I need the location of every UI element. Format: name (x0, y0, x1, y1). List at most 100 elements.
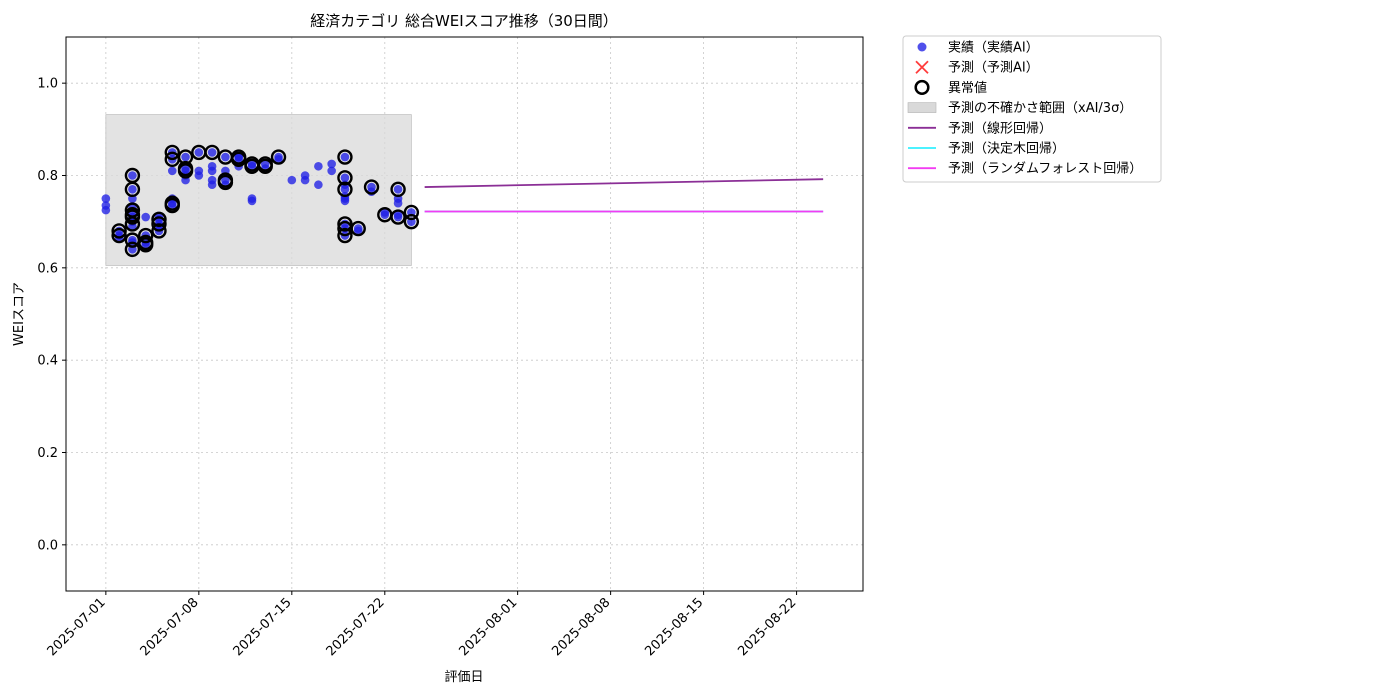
legend-label: 予測の不確かさ範囲（xAI/3σ） (948, 100, 1132, 116)
x-axis-title: 評価日 (444, 670, 483, 685)
x-tick-label: 2025-08-22 (735, 595, 799, 659)
anomaly-marker (151, 223, 167, 239)
legend-label: 予測（ランダムフォレスト回帰） (948, 161, 1142, 177)
anomaly-marker (124, 181, 141, 198)
legend-box (902, 35, 1162, 183)
actual-point (327, 166, 336, 176)
actual-point (101, 194, 111, 203)
actual-point (274, 155, 283, 164)
actual-point (207, 161, 217, 171)
actual-point (393, 198, 403, 208)
legend-x-marker (915, 60, 929, 74)
legend-anomaly-marker (914, 79, 930, 95)
legend-label: 異常値 (948, 80, 987, 96)
x-tick-label: 2025-08-15 (642, 595, 706, 659)
anomaly-marker (124, 241, 141, 258)
legend-band-swatch (907, 102, 937, 113)
actual-point (207, 148, 217, 157)
anomaly-marker (337, 227, 353, 244)
actual-point (327, 159, 336, 169)
anomaly-marker (217, 174, 234, 191)
linear-regression-line (424, 178, 824, 188)
anomaly-marker (111, 223, 127, 239)
anomaly-marker (390, 181, 406, 198)
actual-point (314, 180, 323, 190)
actual-point (247, 159, 257, 169)
actual-point (221, 152, 230, 162)
actual-point (128, 171, 137, 180)
anomaly-marker (337, 181, 353, 198)
actual-point (314, 161, 323, 171)
actual-point (167, 166, 177, 176)
anomaly-marker (337, 149, 353, 165)
anomaly-marker (204, 144, 220, 161)
actual-point (340, 185, 350, 194)
chart-title: 経済カテゴリ 総合WEIスコア推移（30日間） (310, 12, 618, 30)
uncertainty-band (105, 114, 412, 266)
actual-point (380, 208, 390, 217)
plot-frame (65, 36, 864, 592)
anomaly-marker (124, 216, 141, 232)
anomaly-marker (151, 211, 167, 228)
legend-actual-marker (917, 42, 927, 52)
anomaly-marker (124, 209, 141, 225)
legend-label: 実績（実績AI） (948, 40, 1039, 56)
y-tick-label: 0.2 (37, 446, 58, 461)
y-tick-label: 0.8 (37, 169, 58, 184)
anomaly-marker (350, 220, 366, 237)
legend-label: 予測（線形回帰） (948, 120, 1052, 136)
y-axis-title: WEIスコア (12, 282, 27, 346)
anomaly-marker (151, 216, 167, 232)
actual-point (141, 212, 150, 222)
x-tick-label: 2025-08-08 (549, 595, 613, 659)
actual-point (234, 152, 243, 162)
y-tick-label: 1.0 (37, 77, 58, 92)
anomaly-marker (230, 149, 247, 165)
actual-point (247, 196, 257, 206)
actual-point (300, 171, 310, 180)
actual-point (194, 171, 204, 180)
anomaly-marker (363, 179, 380, 195)
x-tick-label: 2025-07-15 (231, 595, 295, 659)
anomaly-marker (390, 209, 406, 225)
anomaly-marker (164, 197, 180, 214)
actual-point (181, 164, 190, 173)
actual-point (353, 226, 363, 236)
actual-point (181, 152, 190, 162)
x-tick-label: 2025-08-01 (456, 595, 520, 659)
actual-point (287, 175, 297, 185)
actual-point (393, 185, 403, 194)
anomaly-marker (403, 204, 420, 221)
legend-x-stroke (915, 60, 929, 74)
actual-point (393, 212, 403, 222)
y-tick-label: 0.6 (37, 261, 58, 276)
actual-point (207, 180, 217, 190)
anomaly-marker (164, 144, 180, 161)
anomaly-marker (177, 160, 194, 177)
actual-point (128, 185, 137, 194)
anomaly-marker (137, 227, 154, 244)
anomaly-marker (403, 213, 420, 230)
actual-point (340, 152, 350, 162)
anomaly-marker (337, 170, 353, 186)
anomaly-marker (257, 158, 273, 174)
legend-label: 予測（決定木回帰） (948, 141, 1065, 157)
actual-point (340, 173, 350, 183)
anomaly-marker (270, 149, 287, 165)
x-tick-label: 2025-07-22 (324, 595, 388, 659)
actual-point (167, 201, 177, 210)
x-tick-label: 2025-07-01 (45, 595, 109, 659)
y-tick-label: 0.4 (37, 354, 58, 369)
plot-area: 0.0 0.2 0.4 0.6 0.8 1.0 2025-07-01 2025-07-08 20… (37, 36, 864, 659)
anomaly-marker (111, 227, 127, 244)
actual-point (194, 148, 204, 157)
anomaly-marker (337, 216, 353, 232)
legend-label: 予測（予測AI） (948, 61, 1039, 76)
anomaly-marker (137, 237, 154, 253)
anomaly-marker (177, 149, 194, 165)
y-tick-label: 0.0 (37, 538, 58, 553)
actual-point (101, 201, 111, 210)
x-tick-label: 2025-07-08 (138, 595, 202, 659)
